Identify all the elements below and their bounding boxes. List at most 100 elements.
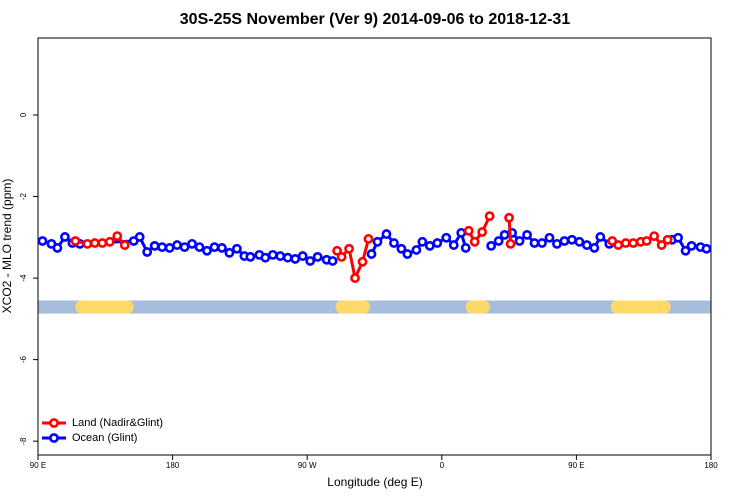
plot-frame — [37, 37, 712, 456]
point — [350, 273, 360, 283]
point — [522, 229, 532, 240]
point — [628, 238, 639, 248]
legend-label: Land (Nadir&Glint) — [72, 417, 163, 429]
point — [504, 212, 514, 223]
x-axis-label: Longitude (deg E) — [327, 475, 422, 489]
point — [396, 243, 407, 254]
point — [134, 232, 145, 242]
point — [559, 236, 570, 246]
legend-label: Ocean (Glint) — [72, 432, 137, 444]
x-tick-label: 180 — [704, 461, 718, 470]
point — [327, 256, 338, 266]
point — [344, 243, 354, 254]
point — [37, 236, 48, 246]
point — [620, 238, 631, 248]
point — [70, 236, 81, 246]
point — [202, 245, 212, 256]
point — [89, 238, 100, 248]
x-tick-label: 0 — [440, 461, 445, 470]
legend-marker — [49, 418, 59, 428]
point — [82, 238, 93, 249]
point — [662, 234, 673, 245]
point — [432, 238, 443, 248]
land-segment — [335, 300, 371, 314]
x-tick-label: 180 — [166, 461, 180, 470]
x-tick-label: 90 W — [298, 461, 317, 470]
point — [194, 242, 205, 253]
point — [172, 240, 182, 250]
point — [499, 229, 510, 240]
point — [332, 245, 343, 256]
point — [282, 252, 293, 263]
point — [411, 245, 422, 255]
point — [417, 236, 428, 247]
point — [60, 232, 70, 242]
land-segment — [610, 300, 671, 314]
point — [336, 251, 347, 262]
point — [544, 232, 555, 243]
point — [312, 251, 323, 262]
point — [267, 249, 278, 260]
point — [514, 236, 525, 246]
point — [567, 234, 577, 245]
point — [686, 240, 697, 251]
point — [505, 238, 516, 249]
point — [649, 231, 660, 242]
point — [305, 256, 316, 266]
point — [217, 243, 227, 253]
point — [581, 240, 592, 250]
point — [297, 251, 308, 261]
point — [142, 247, 153, 257]
legend-marker — [49, 433, 59, 443]
land-segment — [465, 300, 490, 314]
point — [552, 238, 562, 249]
point — [460, 243, 471, 253]
point — [187, 238, 197, 249]
x-tick-label: 90 E — [30, 461, 46, 470]
point — [164, 243, 175, 253]
point — [701, 243, 712, 254]
point — [469, 236, 480, 247]
point — [574, 236, 585, 247]
point — [463, 225, 474, 236]
point — [104, 236, 115, 247]
point — [232, 243, 242, 254]
point — [157, 242, 168, 253]
point — [149, 240, 160, 251]
point — [486, 240, 497, 251]
y-axis-label: XCO2 - MLO trend (ppm) — [0, 179, 14, 314]
land-segment — [75, 300, 134, 314]
point — [456, 227, 467, 238]
point — [484, 211, 495, 222]
y-tick-label: -2 — [19, 192, 28, 200]
point — [119, 240, 130, 250]
point — [448, 240, 459, 250]
point — [595, 232, 606, 242]
point — [493, 236, 504, 246]
point — [275, 251, 286, 261]
y-tick-label: -4 — [19, 274, 28, 282]
point — [389, 238, 399, 248]
point — [372, 236, 383, 247]
point — [179, 242, 190, 253]
point — [97, 238, 108, 248]
point — [424, 240, 435, 251]
surface-band — [38, 300, 711, 314]
point — [245, 251, 256, 262]
point — [673, 232, 683, 243]
point — [363, 234, 374, 244]
point — [290, 254, 301, 264]
point — [529, 238, 540, 248]
point — [656, 240, 667, 250]
point — [112, 231, 123, 242]
y-tick-label: -6 — [19, 356, 28, 364]
point — [477, 227, 488, 237]
point — [680, 245, 691, 256]
point — [366, 249, 377, 259]
y-tick-label: 0 — [19, 112, 28, 117]
point — [402, 249, 413, 259]
point — [641, 236, 652, 246]
y-tick-label: -8 — [19, 437, 28, 445]
point — [613, 240, 624, 250]
